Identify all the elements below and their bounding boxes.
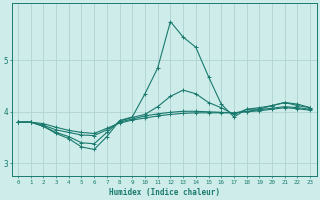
X-axis label: Humidex (Indice chaleur): Humidex (Indice chaleur) [108, 188, 220, 197]
